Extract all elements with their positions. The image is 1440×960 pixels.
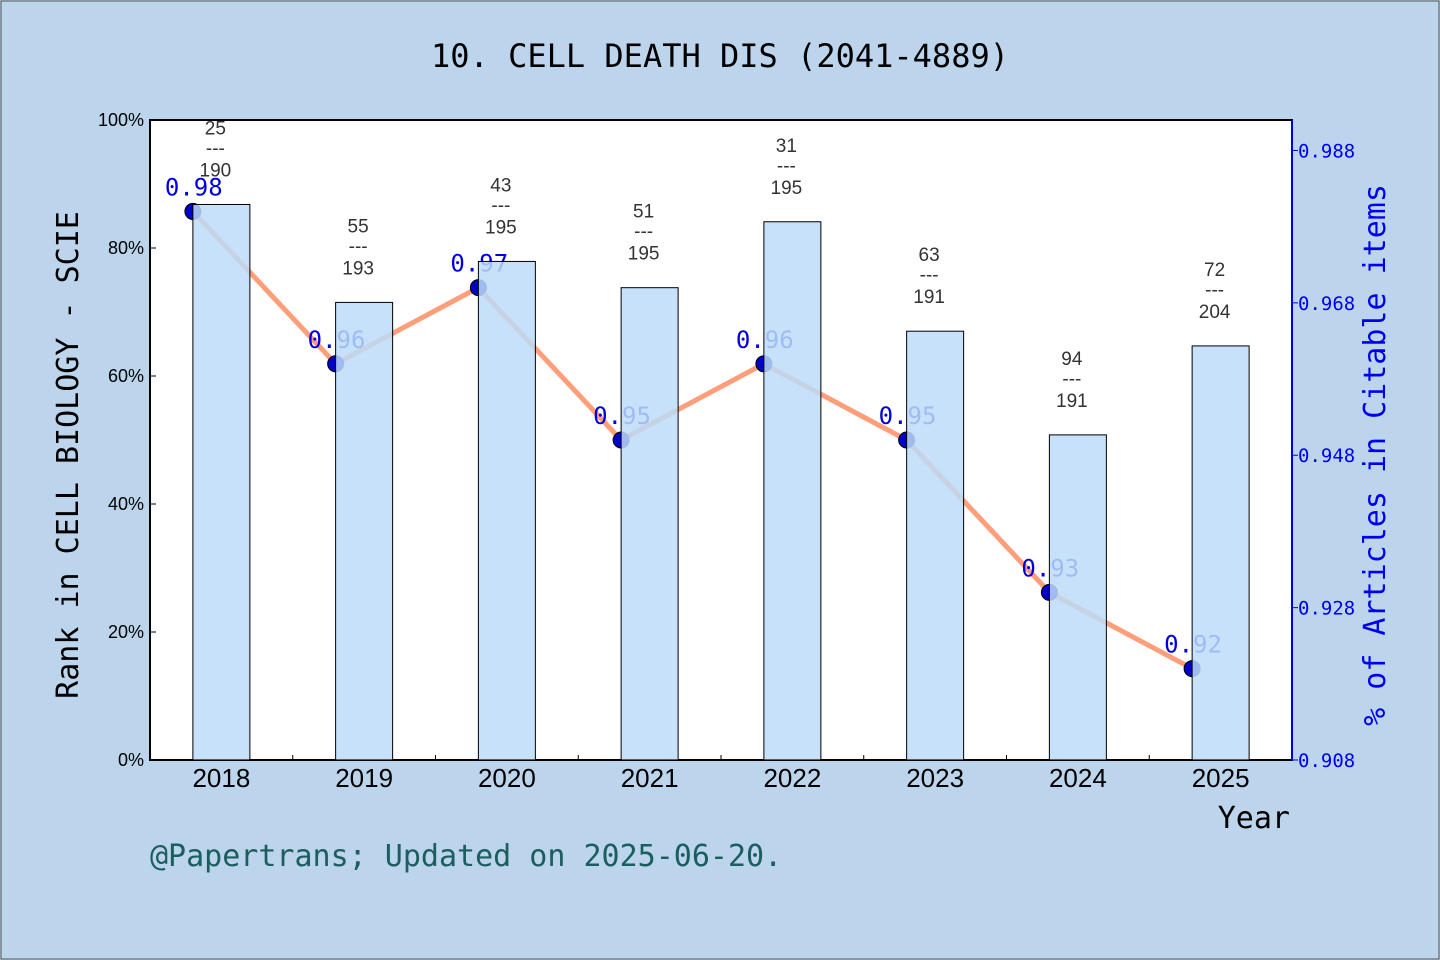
bar-rank-label: 43 [490,175,511,196]
bar-rank-label: 72 [1204,260,1225,281]
y-axis-left-label: Rank in CELL BIOLOGY - SCIE [51,211,86,699]
bar-total-label: 190 [200,160,232,181]
y-left-tick-label: 20% [108,622,144,642]
bar [763,221,822,761]
x-tick-label: 2018 [192,763,250,793]
bar-rank-label: 94 [1061,349,1083,370]
chart-title: 10. CELL DEATH DIS (2041-4889) [431,37,1009,75]
bar-total-label: 204 [1199,302,1231,323]
bar-total-label: 195 [628,244,660,265]
bar [1191,345,1250,761]
bar-total-label: 193 [342,258,374,279]
y-right-tick-label: 0.968 [1298,293,1355,315]
y-left-tick-label: 0% [118,750,144,770]
bar-separator: --- [920,265,939,286]
x-axis-label: Year [1218,801,1290,836]
bar-total-label: 191 [913,287,945,308]
footer-credit: @Papertrans; Updated on 2025-06-20. [150,839,782,874]
y-right-tick-label: 0.988 [1298,140,1355,162]
bar-separator: --- [349,236,368,257]
x-tick-label: 2022 [763,763,821,793]
x-tick-label: 2025 [1192,763,1250,793]
bar [192,203,251,761]
x-tick-label: 2024 [1049,763,1107,793]
bar-total-label: 195 [771,178,803,199]
bar-total-label: 195 [485,217,517,238]
y-right-tick-label: 0.908 [1298,750,1355,772]
bar-rank-label: 25 [205,118,226,139]
y-left-tick-label: 100% [98,110,144,130]
bar [906,330,965,761]
y-axis-right-label: % of Articles in Citable items [1358,184,1393,726]
y-left-tick-label: 80% [108,238,144,258]
x-tick-label: 2020 [478,763,536,793]
bar [335,301,394,761]
x-tick-label: 2021 [621,763,679,793]
y-right-tick-label: 0.928 [1298,598,1355,620]
bar [1048,434,1107,761]
bar-separator: --- [491,195,510,216]
bar-rank-label: 63 [919,245,940,266]
bar-separator: --- [206,138,225,159]
plot-area [149,119,1293,761]
x-tick-label: 2023 [906,763,964,793]
bar-separator: --- [634,222,653,243]
line-data-label: 0.98 [165,173,223,201]
y-left-tick-label: 60% [108,366,144,386]
y-left-tick-label: 40% [108,494,144,514]
bar-rank-label: 51 [633,202,654,223]
bar-separator: --- [1205,280,1224,301]
bar-rank-label: 55 [348,216,369,237]
bar-separator: --- [777,156,796,177]
bar-rank-label: 31 [776,136,797,157]
bar [477,260,536,761]
x-tick-label: 2019 [335,763,393,793]
y-right-tick-label: 0.948 [1298,445,1355,467]
bar-separator: --- [1062,369,1081,390]
bar-total-label: 191 [1056,391,1088,412]
bar [620,287,679,761]
